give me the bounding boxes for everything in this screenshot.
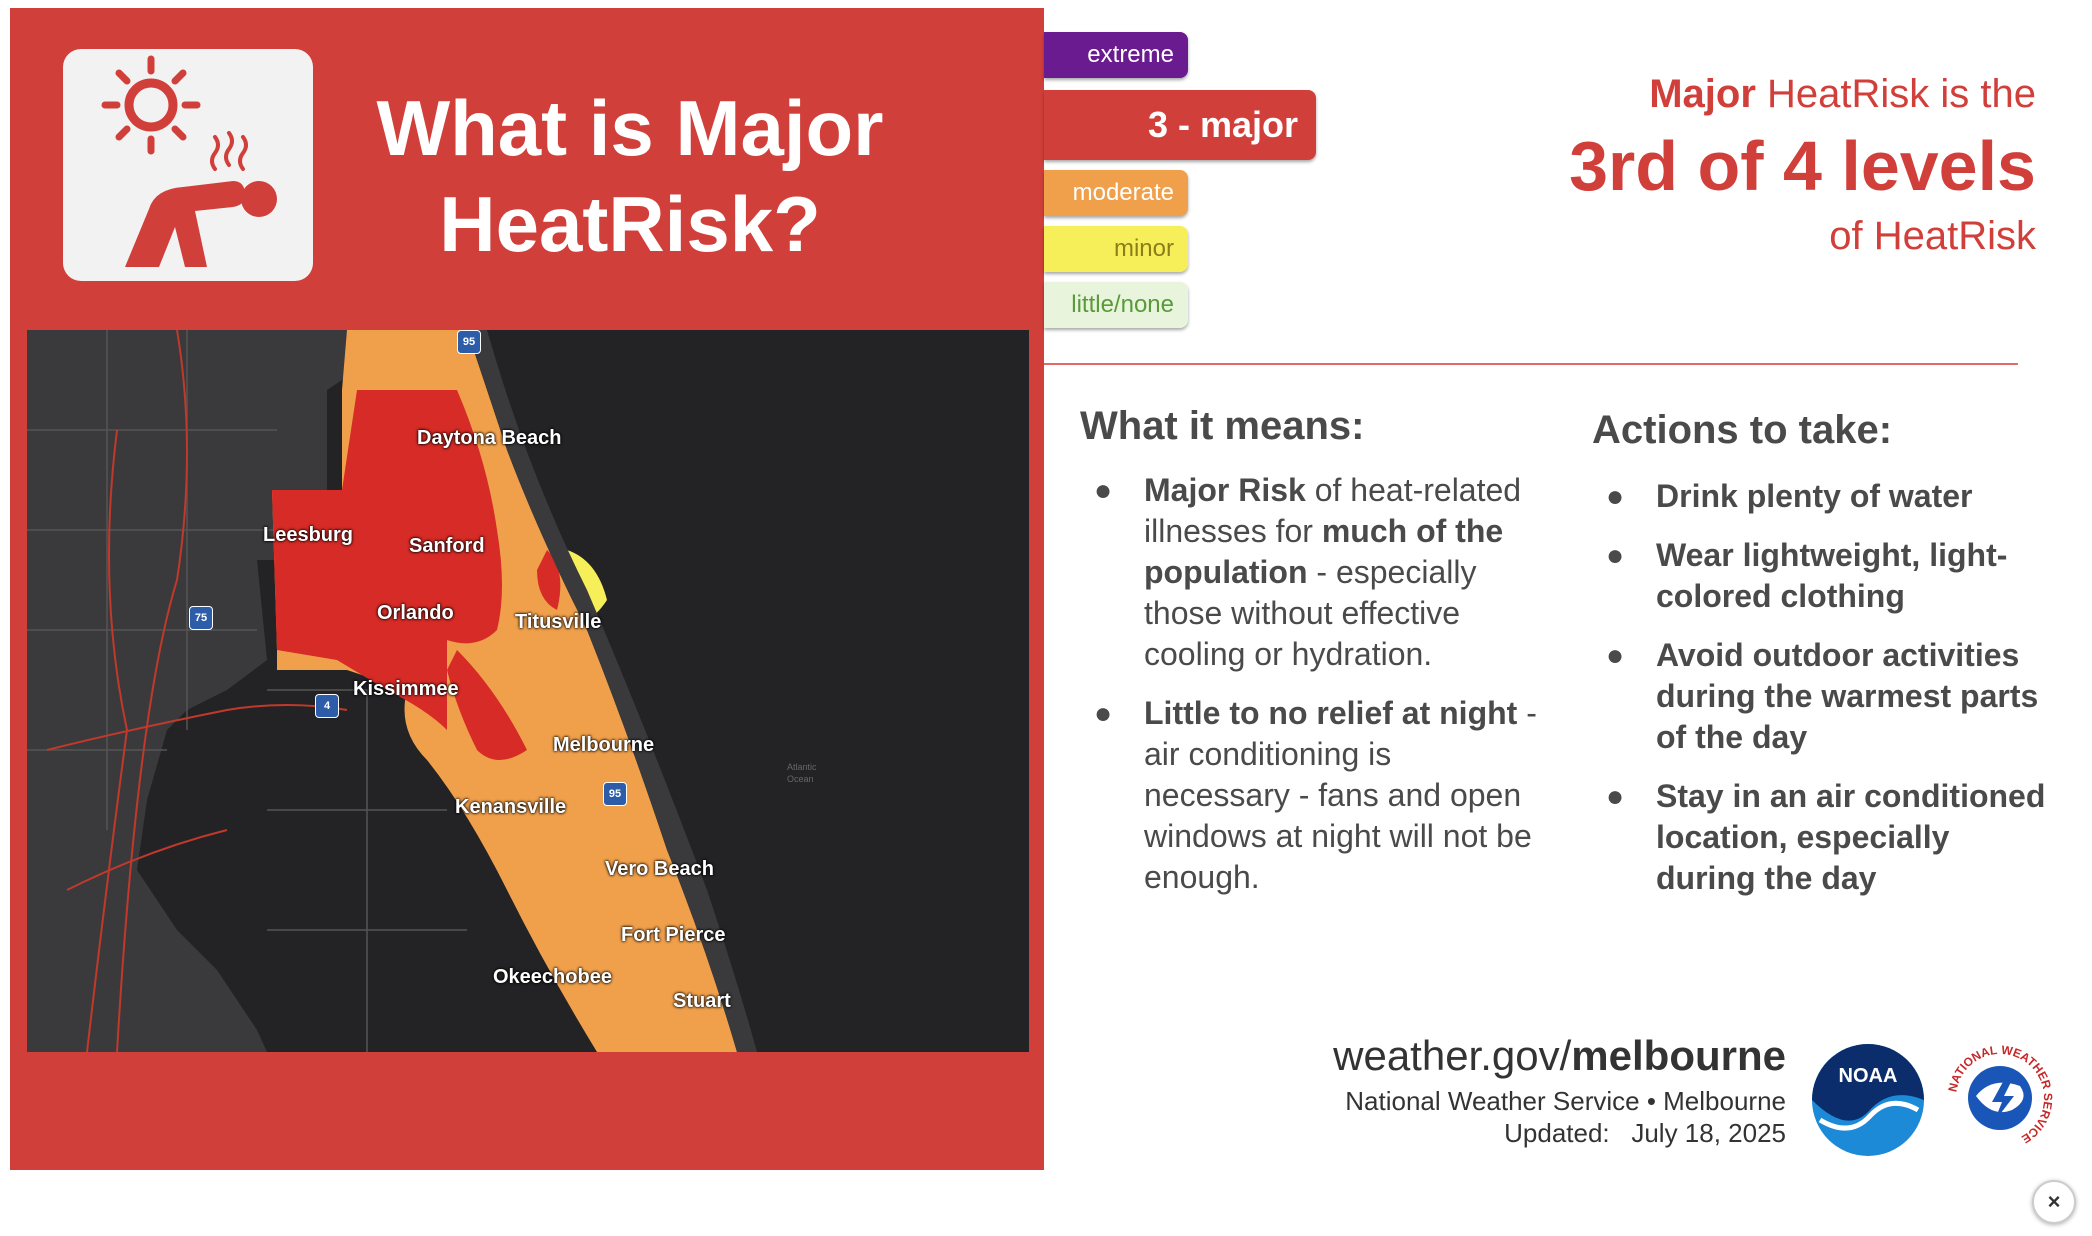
action-text: Drink plenty of water — [1656, 478, 1973, 514]
means-list: ● Major Risk of heat-related illnesses fo… — [1080, 470, 1540, 916]
action-item: ● Stay in an air conditioned location, es… — [1606, 778, 2046, 896]
website-link[interactable]: weather.gov/melbourne — [1333, 1032, 1786, 1080]
city-label: Vero Beach — [605, 858, 714, 880]
city-label: Daytona Beach — [417, 427, 562, 449]
nws-logo: NATIONAL WEATHER SERVICE — [1942, 1040, 2058, 1156]
heading-suffix: of HeatRisk — [1829, 214, 2036, 258]
updated-date: July 18, 2025 — [1631, 1118, 1786, 1148]
action-text: Wear lightweight, light-colored clothing — [1656, 537, 2008, 614]
means-item: ● Major Risk of heat-related illnesses fo… — [1094, 472, 1522, 672]
title-line-2: HeatRisk? — [439, 180, 821, 268]
means-bold: much of the population — [1144, 513, 1504, 590]
heatrisk-map: Atlantic Ocean Daytona Beach Leesburg Sa… — [27, 330, 1029, 1052]
actions-list: ● Drink plenty of water ● Wear lightweight… — [1592, 476, 2052, 917]
action-item: ● Wear lightweight, light-colored clothin… — [1606, 537, 2008, 614]
city-label: Okeechobee — [493, 966, 612, 988]
city-label: Stuart — [673, 990, 731, 1012]
page-title: What is Major HeatRisk? — [330, 80, 930, 272]
action-item: ● Drink plenty of water — [1606, 478, 1973, 514]
interstate-shield: 95 — [457, 330, 481, 354]
svg-text:Ocean: Ocean — [787, 774, 814, 784]
interstate-shield: 95 — [603, 782, 627, 806]
city-label: Fort Pierce — [621, 924, 726, 946]
heat-illness-icon — [63, 49, 313, 281]
interstate-shield: 75 — [189, 606, 213, 630]
action-text: Avoid outdoor activities during the warm… — [1656, 637, 2039, 755]
means-title: What it means: — [1080, 404, 1365, 448]
noaa-logo: NOAA — [1810, 1042, 1926, 1158]
heading-major: Major — [1649, 72, 1756, 116]
level-pill-moderate: moderate — [1044, 170, 1188, 216]
city-label: Kissimmee — [353, 678, 459, 700]
noaa-text: NOAA — [1839, 1065, 1898, 1087]
ocean-label: Atlantic — [787, 762, 817, 772]
site-bold: melbourne — [1571, 1032, 1786, 1079]
level-pill-major: 3 - major — [1044, 90, 1316, 160]
actions-title: Actions to take: — [1592, 408, 1893, 452]
updated-line: Updated: July 18, 2025 — [1504, 1118, 1786, 1149]
means-item: ● Little to no relief at night - air cond… — [1094, 695, 1537, 895]
heading-line-1: Major HeatRisk is the — [1649, 72, 2036, 117]
city-label: Titusville — [515, 611, 602, 633]
city-label: Leesburg — [263, 524, 354, 546]
city-label: Melbourne — [553, 734, 655, 756]
city-label: Sanford — [409, 535, 485, 557]
city-label: Orlando — [377, 602, 454, 624]
heading-rest: HeatRisk is the — [1755, 72, 2036, 116]
divider — [1044, 363, 2018, 365]
means-text: - especially those without effective coo… — [1144, 554, 1477, 672]
interstate-shield: 4 — [315, 694, 339, 718]
level-pill-minor: minor — [1044, 226, 1188, 272]
means-text: - air conditioning is necessary - fans a… — [1144, 695, 1537, 895]
means-bold: Little to no relief at night — [1144, 695, 1518, 731]
heading-big: 3rd of 4 levels — [1569, 127, 2036, 205]
means-text: of heat-related illnesses for — [1144, 472, 1522, 549]
title-line-1: What is Major — [376, 84, 884, 172]
updated-label: Updated: — [1504, 1118, 1610, 1148]
close-button[interactable]: × — [2032, 1180, 2076, 1224]
org-name: National Weather Service • Melbourne — [1345, 1086, 1786, 1116]
infographic-panel: What is Major HeatRisk? — [10, 8, 1044, 1170]
action-item: ● Avoid outdoor activities during the war… — [1606, 637, 2039, 755]
level-pill-little-none: little/none — [1044, 282, 1188, 328]
means-bold: Major Risk — [1144, 472, 1306, 508]
level-pill-extreme: extreme — [1044, 32, 1188, 78]
city-label: Kenansville — [455, 796, 567, 818]
action-text: Stay in an air conditioned location, esp… — [1656, 778, 2046, 896]
site-prefix: weather.gov/ — [1333, 1032, 1572, 1079]
